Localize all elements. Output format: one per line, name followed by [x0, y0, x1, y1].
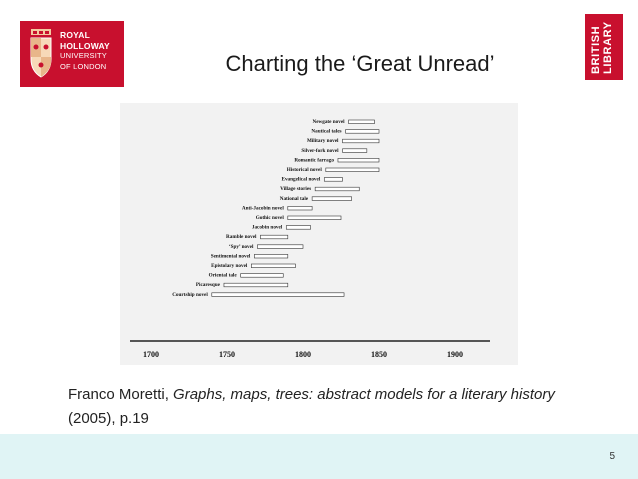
- category-label: Ramble novel: [226, 234, 257, 240]
- citation-work-title: Graphs, maps, trees: abstract models for…: [173, 386, 555, 403]
- category-label: Romantic farrago: [294, 157, 334, 163]
- genre-bar: [285, 225, 311, 230]
- category-label: National tale: [280, 196, 309, 202]
- category-label: Epistolary novel: [211, 263, 248, 269]
- slide-title: Charting the ‘Great Unread’: [225, 51, 495, 76]
- rhul-line-4: OF LONDON: [60, 61, 107, 71]
- bl-line-2: LIBRARY: [602, 21, 614, 74]
- category-label: Oriental tale: [209, 273, 238, 279]
- genre-bar: [211, 292, 345, 297]
- category-label: Evangelical novel: [282, 177, 321, 183]
- category-label: Sentimental novel: [211, 253, 251, 259]
- genre-bar: [254, 254, 289, 259]
- genre-bar: [345, 129, 380, 134]
- genre-bar: [287, 215, 342, 220]
- genre-bar: [314, 186, 360, 192]
- british-library-logo: BRITISH LIBRARY: [585, 14, 623, 80]
- x-tick-label: 1850: [371, 350, 387, 359]
- genre-bar: [287, 206, 313, 211]
- page-number: 5: [609, 451, 615, 462]
- genre-bar: [251, 263, 296, 268]
- category-label: Courtship novel: [172, 292, 208, 298]
- genre-bar: [342, 148, 368, 153]
- category-label: ‘Spy’ novel: [229, 244, 254, 250]
- rhul-line-3: UNIVERSITY: [60, 51, 108, 60]
- rhul-logo-background: ROYAL HOLLOWAY UNIVERSITY OF LONDON: [20, 21, 124, 87]
- category-label: Gothic novel: [256, 215, 285, 221]
- british-library-wordmark: BRITISH LIBRARY: [585, 14, 623, 80]
- category-label: Village stories: [280, 186, 311, 192]
- x-tick-label: 1750: [219, 350, 235, 359]
- category-label: Silver-fork novel: [301, 148, 339, 154]
- category-label: Military novel: [307, 138, 339, 144]
- x-tick-label: 1800: [295, 350, 311, 359]
- genre-bar: [323, 177, 343, 182]
- genre-bar: [223, 282, 289, 288]
- category-label: Anti-Jacobin novel: [242, 205, 284, 211]
- category-label: Historical novel: [287, 167, 323, 173]
- genre-bar: [257, 244, 304, 249]
- x-tick-label: 1900: [447, 350, 463, 359]
- rhul-wordmark: ROYAL HOLLOWAY UNIVERSITY OF LONDON: [60, 30, 110, 72]
- citation-details: (2005), p.19: [68, 410, 149, 427]
- genre-bar: [260, 234, 289, 240]
- rhul-logo: ROYAL HOLLOWAY UNIVERSITY OF LONDON: [20, 21, 124, 87]
- chart-image: Courtship novel Picaresque Oriental tale Ep…: [120, 103, 518, 365]
- crest-icon: [30, 29, 52, 78]
- x-tick-label: 1700: [143, 350, 159, 359]
- bl-line-1: BRITISH: [590, 25, 602, 74]
- citation-caption: Franco Moretti, Graphs, maps, trees: abs…: [68, 383, 598, 431]
- genre-bar: [240, 273, 284, 278]
- genre-bar: [337, 158, 380, 163]
- genre-bar: [342, 138, 380, 144]
- genre-bar: [325, 167, 380, 172]
- rhul-line-1: ROYAL: [60, 30, 90, 40]
- category-label: Nautical tales: [311, 129, 341, 135]
- citation-author: Franco Moretti,: [68, 386, 174, 403]
- category-label: Picaresque: [196, 282, 221, 288]
- category-label: Jacobin novel: [252, 225, 283, 231]
- genre-timeline-chart: Courtship novel Picaresque Oriental tale Ep…: [130, 119, 490, 359]
- genre-bar: [311, 196, 352, 201]
- category-label: Newgate novel: [312, 119, 345, 125]
- footer-bar: 5: [0, 434, 638, 479]
- genre-bar: [348, 119, 375, 124]
- rhul-line-2: HOLLOWAY: [60, 40, 110, 51]
